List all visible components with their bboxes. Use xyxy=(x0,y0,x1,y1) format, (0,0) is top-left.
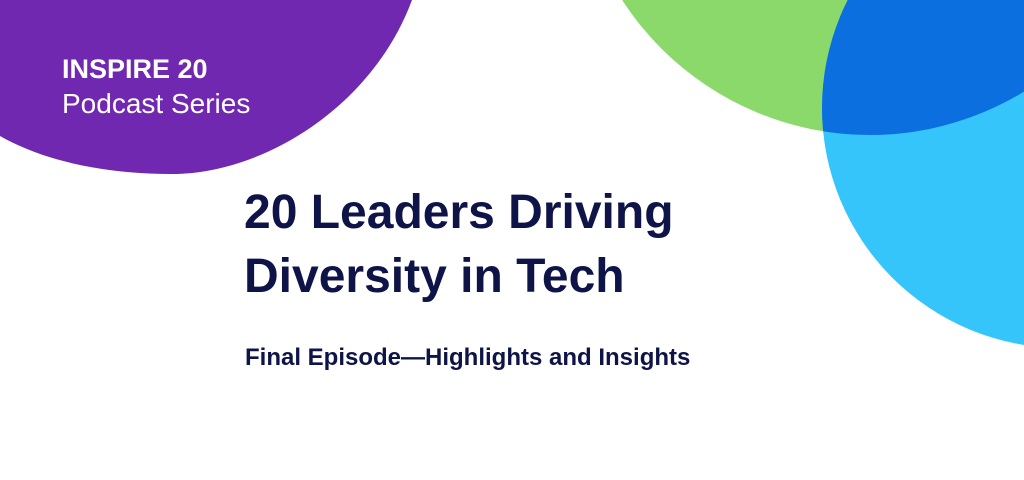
episode-subtitle: Final Episode—Highlights and Insights xyxy=(245,344,690,371)
purple-shape xyxy=(0,0,412,174)
title-line: 20 Leaders Driving xyxy=(244,186,674,239)
series-subtitle: Podcast Series xyxy=(62,88,250,119)
title-line: Diversity in Tech xyxy=(244,250,625,303)
series-name: INSPIRE 20 xyxy=(62,54,208,84)
